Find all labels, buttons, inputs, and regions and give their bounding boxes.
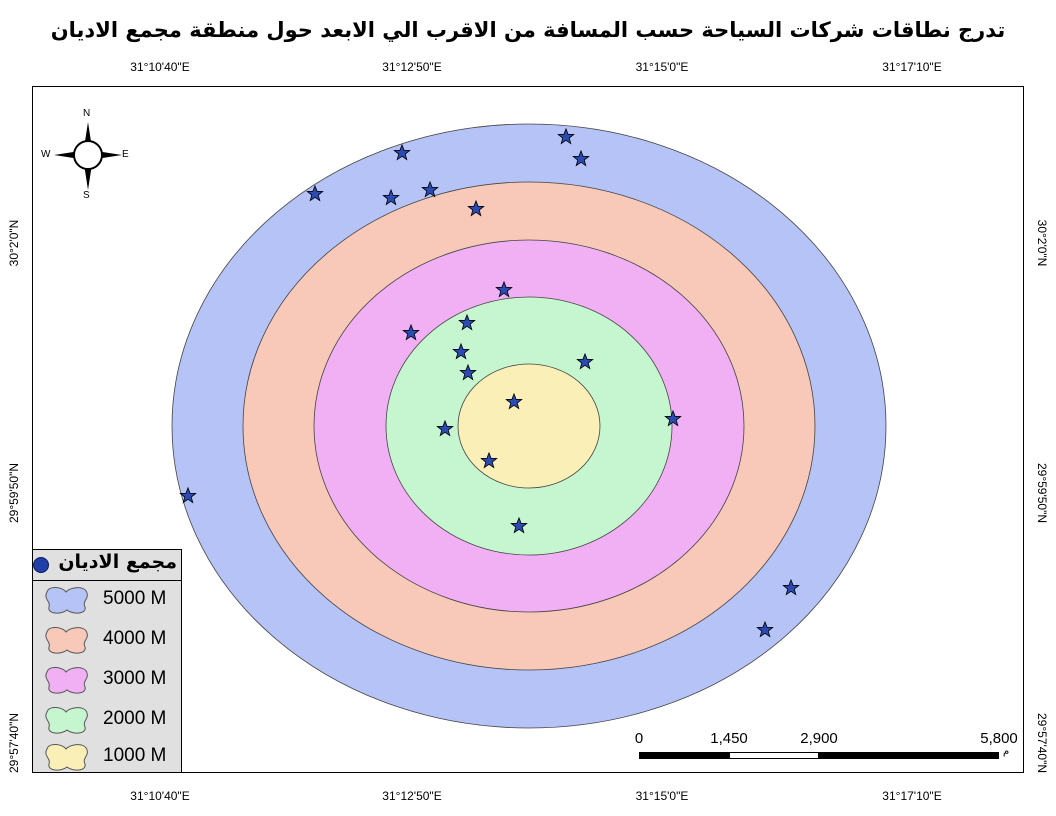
scale-label: 1,450 <box>710 730 748 747</box>
buffer-ring-1000[interactable] <box>457 363 601 489</box>
compass-icon <box>54 122 122 190</box>
north-arrow: N S W E <box>38 106 138 206</box>
legend-swatch <box>45 707 88 734</box>
legend-swatch <box>45 744 88 771</box>
bottom-coordinate-label: 31°17'10"E <box>882 789 942 803</box>
right-coordinate-label: 29°57'40"N <box>1035 712 1049 774</box>
legend-item-4000: 4000 M <box>37 623 177 657</box>
map-frame[interactable] <box>32 86 1024 773</box>
scale-segment <box>639 752 729 759</box>
legend-label: 1000 M <box>103 745 167 766</box>
map-legend: مجمع الاديان 5000 M 4000 M 3000 M 2000 M… <box>32 549 182 773</box>
legend-item-5000: 5000 M <box>37 583 177 617</box>
bottom-coordinate-label: 31°12'50"E <box>382 789 442 803</box>
legend-title: مجمع الاديان <box>58 551 177 573</box>
scale-unit: م <box>1003 746 1010 757</box>
left-coordinate-label: 29°57'40"N <box>7 712 21 774</box>
map-title: تدرج نطاقات شركات السياحة حسب المسافة من… <box>50 18 1006 42</box>
scale-segment <box>819 752 999 759</box>
legend-swatch <box>45 667 88 694</box>
legend-divider <box>33 580 181 581</box>
right-coordinate-label: 29°59'50"N <box>1035 462 1049 524</box>
map-canvas[interactable] <box>33 87 1024 773</box>
legend-label: 2000 M <box>103 708 167 729</box>
scale-bar: 0 1,450 2,900 5,800 م <box>630 730 1030 766</box>
legend-item-2000: 2000 M <box>37 703 177 737</box>
left-coordinate-label: 30°2'0"N <box>7 219 21 267</box>
bottom-coordinate-label: 31°10'40"E <box>130 789 190 803</box>
legend-swatch <box>45 627 88 654</box>
legend-label: 5000 M <box>103 588 167 609</box>
top-coordinate-label: 31°12'50"E <box>382 60 442 74</box>
scale-label: 5,800 <box>980 730 1018 747</box>
legend-item-3000: 3000 M <box>37 663 177 697</box>
right-coordinate-label: 30°2'0"N <box>1035 219 1049 267</box>
legend-label: 4000 M <box>103 628 167 649</box>
legend-item-1000: 1000 M <box>37 740 177 774</box>
legend-swatch <box>45 587 88 614</box>
left-coordinate-label: 29°59'50"N <box>7 462 21 524</box>
top-coordinate-label: 31°15'0"E <box>635 60 689 74</box>
scale-segment <box>729 752 819 759</box>
east-label: E <box>122 149 129 160</box>
scale-label: 0 <box>634 730 644 747</box>
top-coordinate-label: 31°10'40"E <box>130 60 190 74</box>
buffer-rings <box>171 123 887 729</box>
center-point-symbol <box>33 557 49 573</box>
west-label: W <box>41 149 51 160</box>
north-label: N <box>83 108 91 119</box>
south-label: S <box>83 190 90 201</box>
legend-label: 3000 M <box>103 668 167 689</box>
scale-label: 2,900 <box>800 730 838 747</box>
top-coordinate-label: 31°17'10"E <box>882 60 942 74</box>
bottom-coordinate-label: 31°15'0"E <box>635 789 689 803</box>
